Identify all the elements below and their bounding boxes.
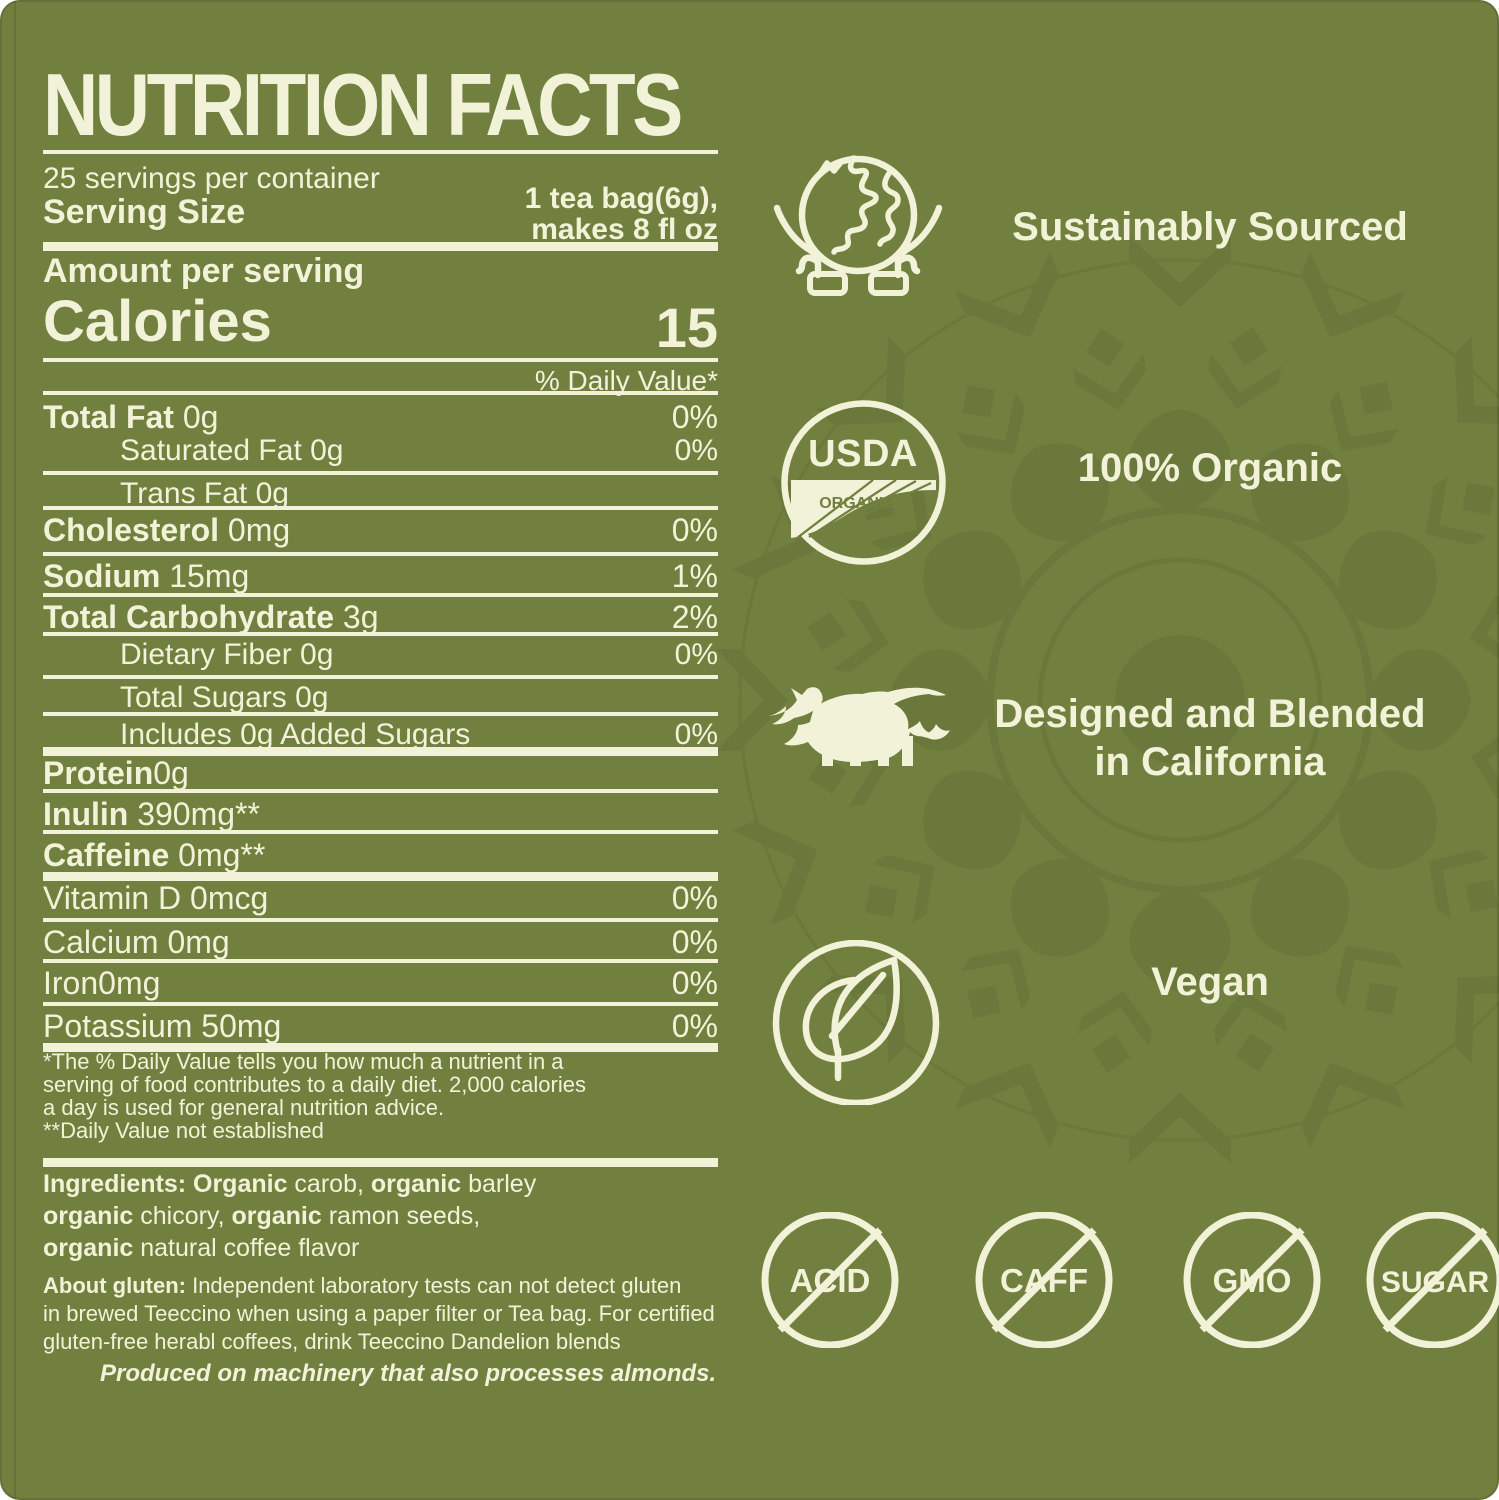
svg-text:SUGAR: SUGAR <box>1381 1266 1490 1299</box>
svg-text:ACID: ACID <box>790 1262 871 1299</box>
svg-text:USDA: USDA <box>808 433 918 475</box>
svg-text:CAFF: CAFF <box>1000 1262 1088 1299</box>
svg-text:GMO: GMO <box>1213 1262 1292 1299</box>
svg-text:ORGANIC: ORGANIC <box>819 495 895 512</box>
